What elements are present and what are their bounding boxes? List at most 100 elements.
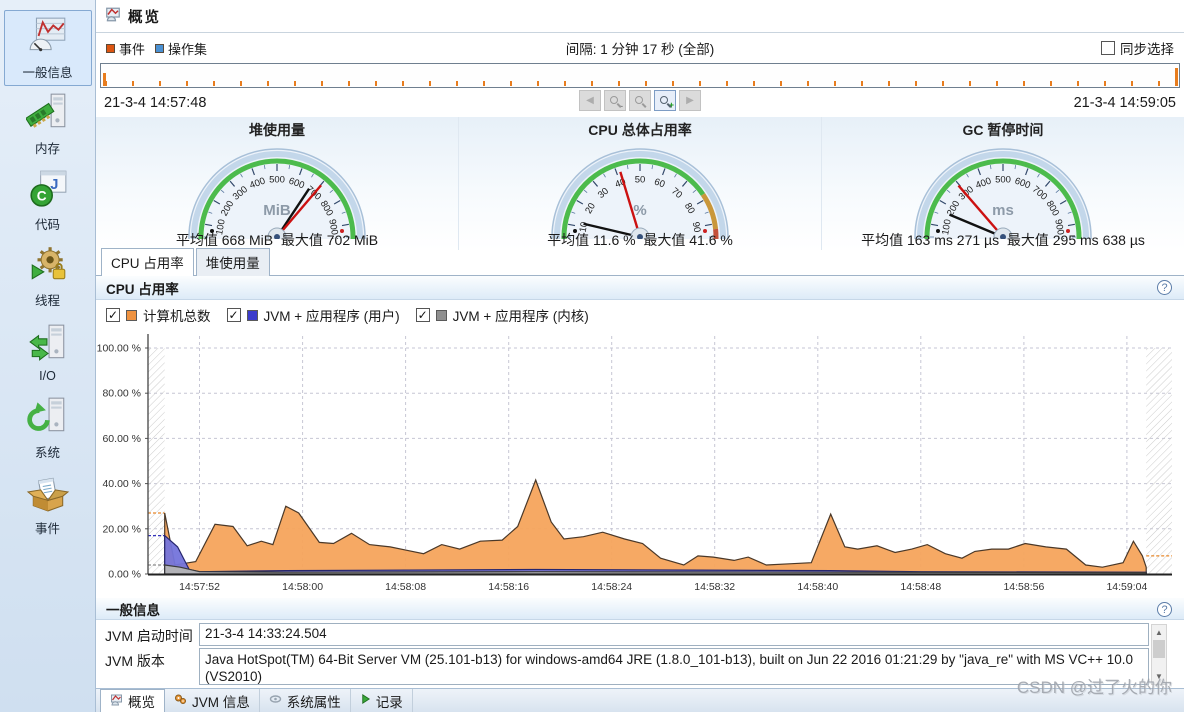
svg-text:600: 600	[1013, 176, 1032, 192]
gauge-title: CPU 总体占用率	[588, 122, 692, 138]
svg-text:14:59:04: 14:59:04	[1106, 581, 1147, 593]
jvm-info-tab-icon	[174, 693, 187, 708]
events-icon	[26, 471, 70, 516]
bottom-tab-bar: 概览 JVM 信息 系统属性 记录	[96, 688, 1184, 712]
legend-item-jvm-kernel[interactable]: JVM + 应用程序 (内核)	[415, 305, 589, 325]
legend-item-machine-total[interactable]: 计算机总数	[106, 305, 211, 325]
legend-label: 计算机总数	[143, 309, 211, 324]
timeline-legend: 事件 操作集	[106, 39, 207, 58]
events-legend-label: 事件	[119, 41, 146, 57]
nav-back-button[interactable]: ◀	[579, 90, 601, 111]
svg-text:20: 20	[583, 201, 598, 216]
cpu-usage-gauge: 0102030405060708090100%	[530, 141, 750, 256]
svg-text:C: C	[36, 189, 46, 204]
sidebar-item-threads[interactable]: 线程	[4, 238, 92, 314]
scroll-down-icon[interactable]: ▼	[1155, 672, 1163, 681]
nav-forward-button[interactable]: ▶	[679, 90, 701, 111]
main-panel: 概览 间隔: 1 分钟 17 秒 (全部) 事件 操作集 同步选择 21-3-4…	[96, 0, 1184, 712]
tab-cpu-usage[interactable]: CPU 占用率	[101, 248, 194, 276]
overview-tab-icon	[110, 694, 123, 709]
sidebar-item-io[interactable]: I/O	[4, 314, 92, 390]
help-icon[interactable]: ?	[1157, 602, 1172, 617]
svg-text:14:58:00: 14:58:00	[282, 581, 323, 593]
svg-text:ms: ms	[992, 202, 1014, 219]
cpu-section-header: CPU 占用率 ?	[96, 276, 1184, 300]
svg-text:500: 500	[269, 175, 285, 186]
timeline-event-ticks	[105, 81, 1175, 86]
sync-selection-checkbox[interactable]	[1101, 41, 1115, 55]
bottom-tab-label: 记录	[375, 694, 403, 710]
sidebar-item-system[interactable]: 系统	[4, 390, 92, 466]
memory-icon	[24, 91, 70, 136]
bottom-tab-system-properties[interactable]: 系统属性	[260, 689, 351, 712]
svg-text:14:58:40: 14:58:40	[797, 581, 838, 593]
bottom-tab-records[interactable]: 记录	[351, 689, 413, 712]
heap-usage-gauge-panel: 堆使用量 01002003004005006007008009001000MiB…	[96, 117, 458, 258]
page-title-bar: 概览	[96, 0, 1184, 33]
svg-text:100: 100	[214, 218, 228, 236]
svg-text:900: 900	[1052, 218, 1066, 236]
svg-text:0.00 %: 0.00 %	[108, 569, 141, 581]
bottom-tab-overview[interactable]: 概览	[100, 689, 165, 712]
svg-text:14:58:48: 14:58:48	[900, 581, 941, 593]
range-end-timestamp: 21-3-4 14:59:05	[1073, 95, 1176, 111]
jvm-version-value[interactable]: Java HotSpot(TM) 64-Bit Server VM (25.10…	[199, 648, 1149, 685]
gc-pause-gauge-panel: GC 暂停时间 01002003004005006007008009001000…	[821, 117, 1184, 258]
scrollbar-thumb[interactable]	[1153, 640, 1165, 658]
gc-pause-gauge: 01002003004005006007008009001000ms	[893, 141, 1113, 258]
heap-usage-stats: 平均值 668 MiB 最大值 702 MiB	[175, 232, 379, 248]
zoom-out-selection-button[interactable]: -	[604, 90, 626, 111]
legend-checkbox[interactable]	[226, 308, 241, 322]
svg-text:14:58:32: 14:58:32	[694, 581, 735, 593]
sidebar-label: 一般信息	[22, 66, 73, 80]
timeline-controls: 间隔: 1 分钟 17 秒 (全部) 事件 操作集 同步选择	[96, 33, 1184, 63]
bottom-tab-jvm-info[interactable]: JVM 信息	[165, 689, 260, 712]
help-icon[interactable]: ?	[1157, 280, 1172, 295]
gc-pause-stats: 平均值 163 ms 271 µs 最大值 295 ms 638 µs	[861, 232, 1145, 248]
bottom-tab-label: JVM 信息	[192, 694, 250, 710]
legend-label: JVM + 应用程序 (用户)	[263, 309, 400, 324]
cpu-usage-chart[interactable]: 14:57:52 14:58:00 14:58:08 14:58:16 14:58:24…	[96, 330, 1184, 598]
svg-text:80.00 %: 80.00 %	[102, 388, 141, 400]
svg-text:14:58:56: 14:58:56	[1003, 581, 1044, 593]
scroll-up-icon[interactable]: ▲	[1155, 628, 1163, 637]
general-info-form: JVM 启动时间 21-3-4 14:33:24.504 JVM 版本 Java…	[96, 620, 1184, 688]
legend-item-jvm-user[interactable]: JVM + 应用程序 (用户)	[226, 305, 400, 325]
timeline-event-spike-left	[103, 73, 106, 86]
sidebar-label: 系统	[34, 446, 60, 460]
operation-set-legend-label: 操作集	[168, 41, 208, 57]
timeline-nav-row: 21-3-4 14:57:48 ◀ - + ▶ 21-3-4 14:59:05	[96, 89, 1184, 117]
timeline-range-selector[interactable]	[100, 63, 1180, 88]
zoom-in-button[interactable]: +	[654, 90, 676, 111]
sidebar-item-events[interactable]: 事件	[4, 466, 92, 542]
sidebar-label: 内存	[34, 142, 60, 156]
gauge-title: GC 暂停时间	[962, 122, 1044, 138]
svg-text:400: 400	[974, 176, 993, 192]
chart-tab-bar: CPU 占用率 堆使用量	[96, 248, 1184, 276]
legend-checkbox[interactable]	[415, 308, 430, 322]
overview-title-icon	[105, 7, 121, 25]
svg-text:100.00 %: 100.00 %	[97, 343, 141, 355]
bottom-tab-label: 系统属性	[286, 694, 341, 710]
sidebar-item-memory[interactable]: 内存	[4, 86, 92, 162]
operation-set-legend-swatch	[155, 43, 165, 53]
form-scrollbar[interactable]: ▲ ▼	[1151, 624, 1167, 685]
threads-icon	[26, 243, 70, 288]
tab-heap-usage[interactable]: 堆使用量	[195, 248, 270, 276]
records-tab-icon	[360, 693, 371, 708]
legend-checkbox[interactable]	[106, 308, 120, 322]
heap-usage-gauge: 01002003004005006007008009001000MiB	[167, 141, 387, 258]
svg-text:100: 100	[940, 218, 954, 236]
system-icon	[26, 395, 70, 440]
sync-selection-control[interactable]: 同步选择	[1101, 38, 1174, 58]
timeline-row	[96, 63, 1184, 89]
zoom-out-button[interactable]	[629, 90, 651, 111]
sidebar-item-general-info[interactable]: 一般信息	[3, 10, 92, 86]
jvm-start-time-value[interactable]: 21-3-4 14:33:24.504	[199, 623, 1149, 646]
svg-text:20.00 %: 20.00 %	[102, 523, 141, 535]
cpu-usage-stats: 平均值 11.6 % 最大值 41.6 %	[547, 232, 733, 248]
cpu-section-title: CPU 占用率	[106, 281, 179, 297]
